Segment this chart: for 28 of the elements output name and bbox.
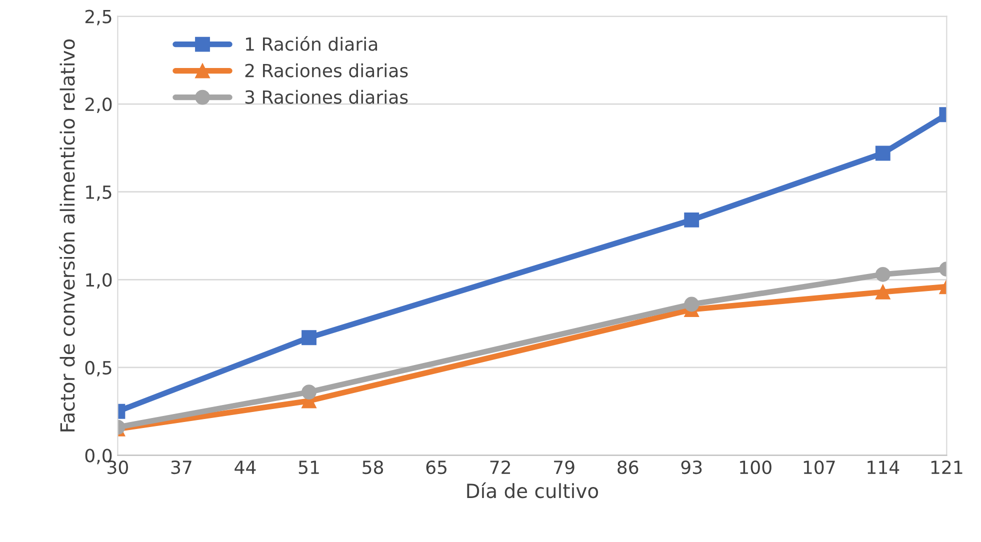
y-axis-title: Factor de conversión alimenticio relativo (58, 39, 75, 432)
x-axis-title: Día de cultivo (467, 482, 598, 498)
x-tick-label: 114 (868, 460, 900, 474)
x-tick-label: 121 (931, 460, 962, 474)
y-tick-label: 2,0 (85, 98, 112, 114)
x-tick-label: 86 (618, 460, 638, 474)
x-tick-label: 100 (740, 460, 772, 474)
point (684, 296, 700, 312)
point (875, 146, 890, 161)
y-tick-label: 2,5 (85, 10, 112, 26)
x-tick-label: 79 (554, 460, 574, 474)
x-tick-label: 72 (490, 460, 510, 474)
y-tick-label: 0,5 (85, 360, 112, 376)
legend-label: 2 Raciones diarias (245, 63, 408, 78)
legend-label: 1 Ración diaria (246, 36, 378, 51)
x-tick-label: 58 (362, 460, 384, 474)
x-tick-label: 37 (171, 460, 192, 474)
x-tick-label: 65 (426, 460, 446, 474)
x-tick-label: 93 (681, 460, 702, 474)
x-tick-label: 51 (298, 460, 319, 474)
x-tick-label: 107 (804, 460, 835, 474)
y-tick-label: 1,5 (86, 186, 112, 201)
x-tick-label: 44 (234, 460, 256, 474)
point (684, 212, 700, 228)
legend-label: 3 Raciones diarias (245, 90, 408, 104)
point (875, 284, 890, 300)
y-tick-label: 1,0 (86, 273, 112, 289)
point (875, 266, 890, 282)
